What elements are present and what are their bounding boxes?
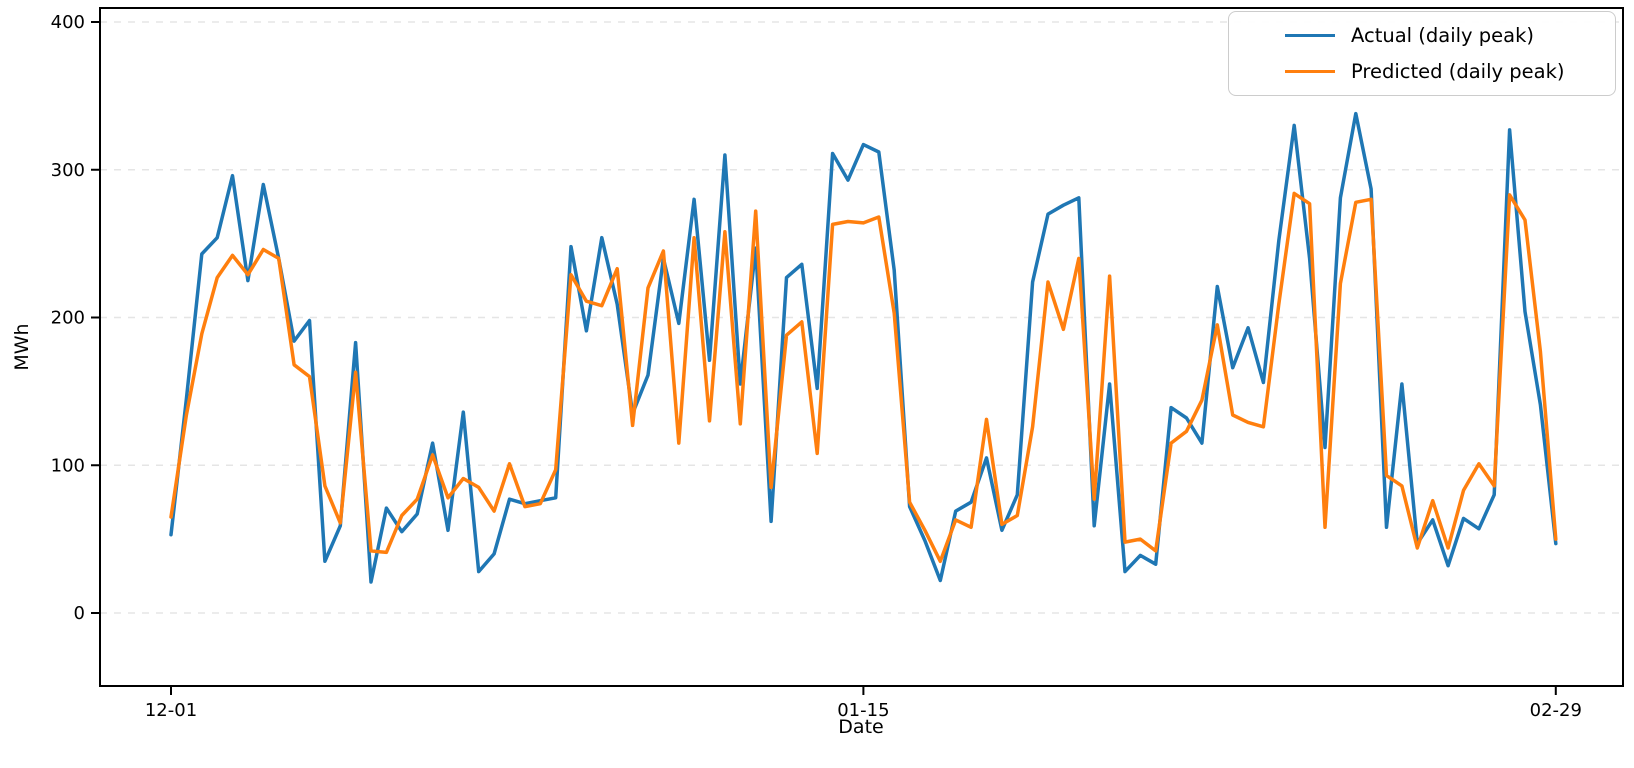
legend-label-actual: Actual (daily peak): [1351, 24, 1535, 48]
gridlines: [100, 21, 1623, 614]
plot-frame: [99, 7, 1624, 687]
y-tick-label: 400: [51, 12, 85, 33]
predicted-line: [169, 191, 1558, 564]
y-axis-label: MWh: [11, 323, 33, 371]
predicted-line-swatch: [1285, 69, 1335, 73]
tick-labels: 0 100 200 300 400 12-01 01-15 02-29: [51, 12, 1582, 721]
y-tick-label: 300: [51, 160, 85, 181]
legend-label-predicted: Predicted (daily peak): [1351, 59, 1565, 83]
y-tick-label: 200: [51, 308, 85, 329]
legend-entry-actual: Actual (daily peak): [1229, 24, 1615, 47]
x-tick-label: 12-01: [145, 700, 197, 721]
x-tick-label: 01-15: [837, 700, 889, 721]
actual-line-swatch: [1285, 34, 1335, 38]
data-series: [169, 111, 1558, 584]
legend: Actual (daily peak) Predicted (daily pea…: [1228, 11, 1616, 96]
y-tick-label: 0: [74, 603, 85, 624]
y-tick-label: 100: [51, 455, 85, 476]
actual-line: [169, 111, 1558, 584]
axis-ticks: [91, 21, 1557, 695]
x-axis-label: Date: [838, 716, 884, 738]
legend-entry-predicted: Predicted (daily peak): [1229, 60, 1615, 83]
x-tick-label: 02-29: [1530, 700, 1582, 721]
